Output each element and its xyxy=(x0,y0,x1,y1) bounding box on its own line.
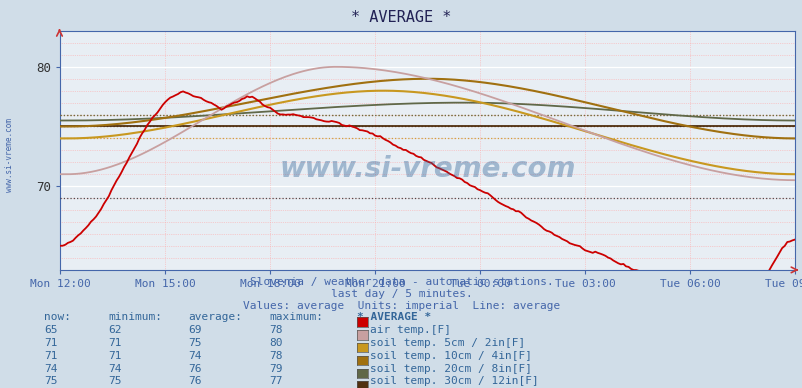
Text: 74: 74 xyxy=(44,364,58,374)
Text: 71: 71 xyxy=(44,338,58,348)
Text: Slovenia / weather data - automatic stations.: Slovenia / weather data - automatic stat… xyxy=(249,277,553,288)
Text: 78: 78 xyxy=(269,351,282,361)
Text: 77: 77 xyxy=(269,376,282,386)
Text: soil temp. 5cm / 2in[F]: soil temp. 5cm / 2in[F] xyxy=(370,338,525,348)
Text: last day / 5 minutes.: last day / 5 minutes. xyxy=(330,289,472,299)
Text: maximum:: maximum: xyxy=(269,312,322,322)
Text: 75: 75 xyxy=(188,338,202,348)
Text: air temp.[F]: air temp.[F] xyxy=(370,325,451,335)
Text: 79: 79 xyxy=(269,364,282,374)
Text: 74: 74 xyxy=(188,351,202,361)
Text: 76: 76 xyxy=(188,376,202,386)
Text: * AVERAGE *: * AVERAGE * xyxy=(357,312,431,322)
Text: 65: 65 xyxy=(44,325,58,335)
Text: Values: average  Units: imperial  Line: average: Values: average Units: imperial Line: av… xyxy=(242,301,560,311)
Text: 69: 69 xyxy=(188,325,202,335)
Text: 71: 71 xyxy=(108,351,122,361)
Text: 71: 71 xyxy=(108,338,122,348)
Text: 80: 80 xyxy=(269,338,282,348)
Text: 75: 75 xyxy=(108,376,122,386)
Text: 71: 71 xyxy=(44,351,58,361)
Text: minimum:: minimum: xyxy=(108,312,162,322)
Text: 76: 76 xyxy=(188,364,202,374)
Text: soil temp. 30cm / 12in[F]: soil temp. 30cm / 12in[F] xyxy=(370,376,538,386)
Text: average:: average: xyxy=(188,312,242,322)
Text: 75: 75 xyxy=(44,376,58,386)
Text: soil temp. 10cm / 4in[F]: soil temp. 10cm / 4in[F] xyxy=(370,351,532,361)
Text: www.si-vreme.com: www.si-vreme.com xyxy=(5,118,14,192)
Text: * AVERAGE *: * AVERAGE * xyxy=(351,10,451,25)
Text: 74: 74 xyxy=(108,364,122,374)
Text: soil temp. 20cm / 8in[F]: soil temp. 20cm / 8in[F] xyxy=(370,364,532,374)
Text: now:: now: xyxy=(44,312,71,322)
Text: www.si-vreme.com: www.si-vreme.com xyxy=(279,156,575,184)
Text: 78: 78 xyxy=(269,325,282,335)
Text: 62: 62 xyxy=(108,325,122,335)
